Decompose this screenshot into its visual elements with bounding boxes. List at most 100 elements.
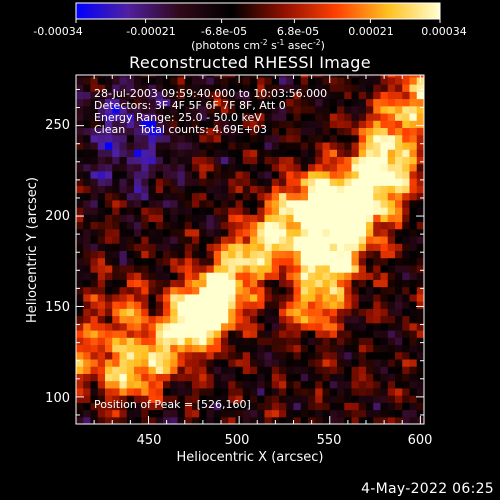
heatmap-cell (235, 149, 244, 157)
heatmap-cell (387, 293, 396, 302)
heatmap-cell (315, 112, 324, 121)
heatmap-cell (134, 358, 142, 367)
heatmap-cell (192, 344, 200, 353)
heatmap-cell (380, 293, 389, 302)
heatmap-cell (184, 416, 193, 424)
heatmap-cell (308, 322, 316, 331)
heatmap-cell (257, 221, 266, 230)
heatmap-cell (97, 272, 106, 280)
heatmap-cell (228, 337, 237, 346)
heatmap-cell (97, 387, 106, 396)
heatmap-cell (300, 315, 309, 324)
heatmap-cell (170, 308, 179, 317)
heatmap-cell (177, 329, 186, 338)
heatmap-cell (373, 402, 382, 411)
heatmap-cell (170, 301, 179, 309)
heatmap-cell (141, 366, 150, 374)
heatmap-cell (177, 120, 186, 129)
heatmap-cell (358, 221, 367, 230)
heatmap-cell (228, 207, 237, 215)
heatmap-cell (90, 286, 99, 295)
heatmap-cell (387, 235, 396, 244)
heatmap-cell (315, 344, 324, 353)
heatmap-cell (119, 373, 128, 382)
heatmap-cell (119, 75, 128, 78)
heatmap-cell (163, 141, 171, 150)
heatmap-cell (293, 207, 302, 215)
heatmap-cell (409, 257, 418, 266)
heatmap-cell (402, 112, 411, 121)
heatmap-cell (344, 337, 353, 346)
heatmap-cell (250, 105, 258, 114)
heatmap-cell (402, 141, 411, 150)
heatmap-cell (271, 286, 280, 295)
heatmap-cell (293, 272, 302, 280)
heatmap-cell (358, 84, 367, 92)
heatmap-cell (148, 156, 157, 165)
heatmap-cell (315, 416, 324, 424)
heatmap-cell (213, 366, 222, 374)
heatmap-cell (126, 329, 135, 338)
heatmap-cell (119, 199, 128, 208)
heatmap-cell (322, 308, 331, 317)
heatmap-cell (213, 141, 222, 150)
heatmap-cell (206, 105, 215, 114)
heatmap-cell (148, 185, 157, 194)
heatmap-cell (170, 127, 179, 136)
heatmap-cell (83, 149, 92, 157)
colorbar-tick-label-4: 0.00021 (348, 25, 394, 38)
heatmap-cell (380, 257, 389, 266)
heatmap-cell (315, 250, 324, 259)
heatmap-cell (293, 134, 302, 143)
heatmap-cell (199, 84, 208, 92)
heatmap-cell (337, 243, 345, 252)
heatmap-cell (170, 163, 179, 172)
heatmap-cell (264, 207, 273, 215)
heatmap-cell (395, 199, 403, 208)
heatmap-cell (213, 272, 222, 280)
heatmap-cell (90, 293, 99, 302)
heatmap-cell (358, 127, 367, 136)
heatmap-cell (235, 243, 244, 252)
heatmap-cell (184, 228, 193, 237)
heatmap-cell (366, 380, 374, 389)
heatmap-cell (90, 199, 99, 208)
heatmap-cell (402, 221, 411, 230)
heatmap-cell (134, 286, 142, 295)
heatmap-cell (337, 264, 345, 273)
heatmap-cell (358, 185, 367, 194)
heatmap-cell (90, 120, 99, 129)
heatmap-cell (329, 199, 338, 208)
heatmap-cell (315, 214, 324, 223)
heatmap-cell (90, 337, 99, 346)
heatmap-cell (83, 199, 92, 208)
heatmap-cell (402, 264, 411, 273)
heatmap-cell (315, 329, 324, 338)
heatmap-cell (402, 329, 411, 338)
heatmap-cell (97, 395, 106, 403)
heatmap-cell (112, 329, 121, 338)
heatmap-cell (119, 105, 128, 114)
heatmap-cell (76, 329, 84, 338)
heatmap-cell (184, 112, 193, 121)
heatmap-cell (105, 301, 113, 309)
heatmap-cell (170, 351, 179, 360)
heatmap-cell (199, 358, 208, 367)
heatmap-cell (329, 178, 338, 186)
heatmap-cell (402, 358, 411, 367)
heatmap-cell (300, 156, 309, 165)
heatmap-cell (387, 120, 396, 129)
heatmap-cell (192, 178, 200, 186)
heatmap-cell (315, 322, 324, 331)
heatmap-cell (351, 149, 360, 157)
heatmap-cell (409, 149, 418, 157)
heatmap-cell (221, 301, 229, 309)
heatmap-cell (105, 380, 113, 389)
heatmap-cell (380, 387, 389, 396)
heatmap-cell (221, 308, 229, 317)
heatmap-cell (257, 163, 266, 172)
heatmap-cell (126, 387, 135, 396)
heatmap-cell (213, 170, 222, 179)
heatmap-cell (395, 279, 403, 288)
heatmap-cell (293, 105, 302, 114)
